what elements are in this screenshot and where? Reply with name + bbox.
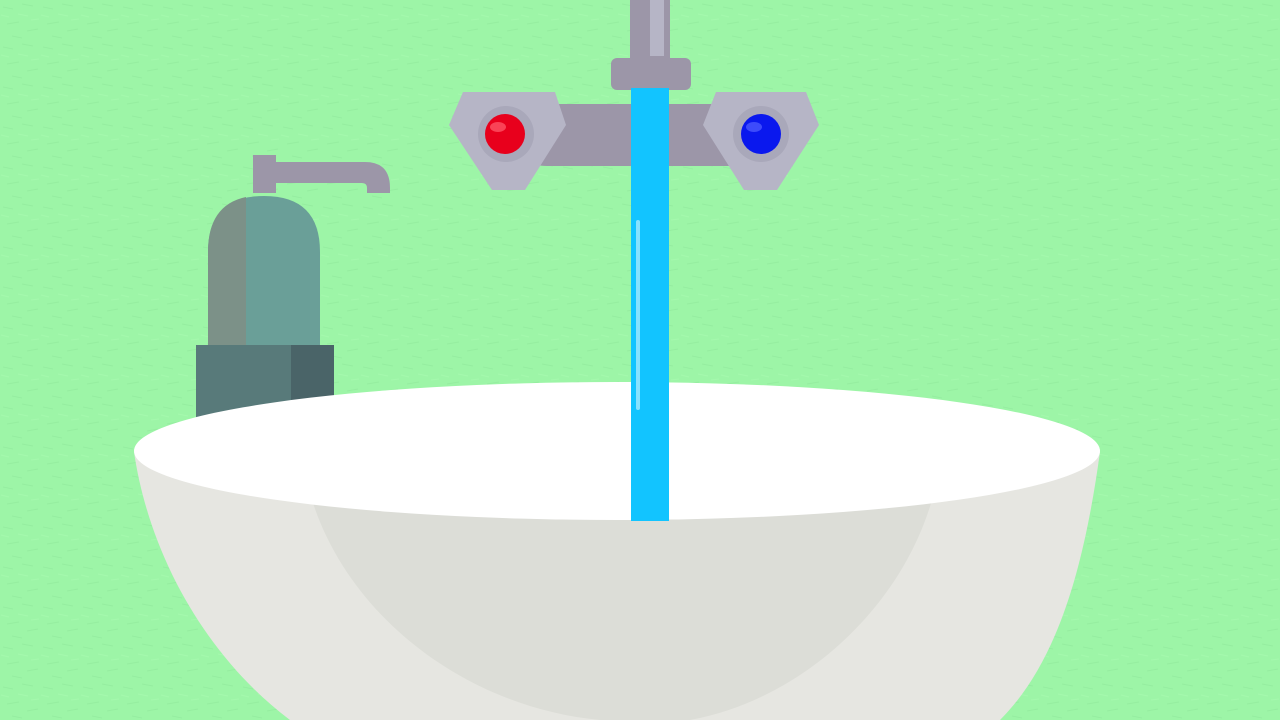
- basin-rim: [134, 382, 1100, 520]
- water-stream: [631, 88, 669, 521]
- water-highlight: [636, 220, 640, 410]
- faucet-pipe-shine: [650, 0, 664, 56]
- hot-water-handle[interactable]: [449, 92, 566, 190]
- cold-indicator-shine: [746, 122, 762, 132]
- soap-pump-nozzle: [253, 155, 390, 193]
- cold-water-handle[interactable]: [703, 92, 819, 190]
- basin-inner-bowl: [312, 500, 932, 720]
- soap-bottle-shade: [208, 197, 246, 348]
- cold-indicator: [741, 114, 781, 154]
- faucet-collar: [611, 58, 691, 90]
- hot-indicator: [485, 114, 525, 154]
- hot-indicator-shine: [490, 122, 506, 132]
- sink-basin: [134, 382, 1100, 720]
